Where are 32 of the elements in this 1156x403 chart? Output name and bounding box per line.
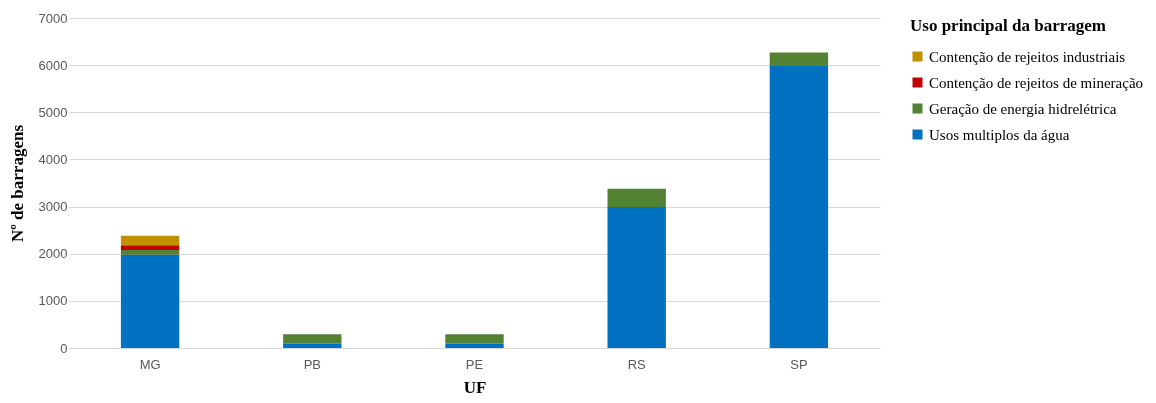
- bar: [607, 207, 666, 348]
- legend-label: Usos multiplos da água: [929, 126, 1070, 143]
- x-axis-title: UF: [463, 377, 487, 397]
- x-tick-label: PE: [465, 356, 484, 372]
- bar: [769, 52, 829, 67]
- bar: [607, 188, 666, 208]
- y-tick-label: 2000: [38, 246, 68, 262]
- legend-title: Uso principal da barragem: [910, 16, 1106, 35]
- legend-label: Contenção de rejeitos de mineração: [929, 74, 1144, 91]
- bar: [445, 334, 504, 344]
- y-tick-label: 3000: [38, 199, 68, 215]
- bar: [120, 235, 180, 246]
- y-tick-label: 7000: [38, 10, 68, 26]
- y-tick-label: 0: [60, 340, 68, 356]
- legend-label: Contenção de rejeitos industriais: [929, 48, 1126, 65]
- bar: [445, 343, 504, 348]
- bar: [283, 343, 342, 348]
- bar: [120, 249, 180, 255]
- x-tick-label: SP: [790, 356, 808, 372]
- y-tick-label: 6000: [38, 57, 68, 73]
- y-axis-title: Nº de barragens: [7, 124, 27, 243]
- x-tick-label: PB: [303, 356, 321, 372]
- bar: [769, 66, 829, 348]
- x-tick-label: MG: [139, 356, 161, 372]
- legend-label: Geração de energia hidrelétrica: [929, 100, 1117, 117]
- x-tick-label: RS: [627, 356, 647, 372]
- bar: [120, 254, 180, 348]
- bar: [283, 334, 342, 344]
- y-tick-label: 4000: [38, 151, 68, 167]
- bar: [120, 245, 180, 250]
- y-tick-label: 5000: [38, 104, 68, 120]
- y-tick-label: 1000: [38, 293, 68, 309]
